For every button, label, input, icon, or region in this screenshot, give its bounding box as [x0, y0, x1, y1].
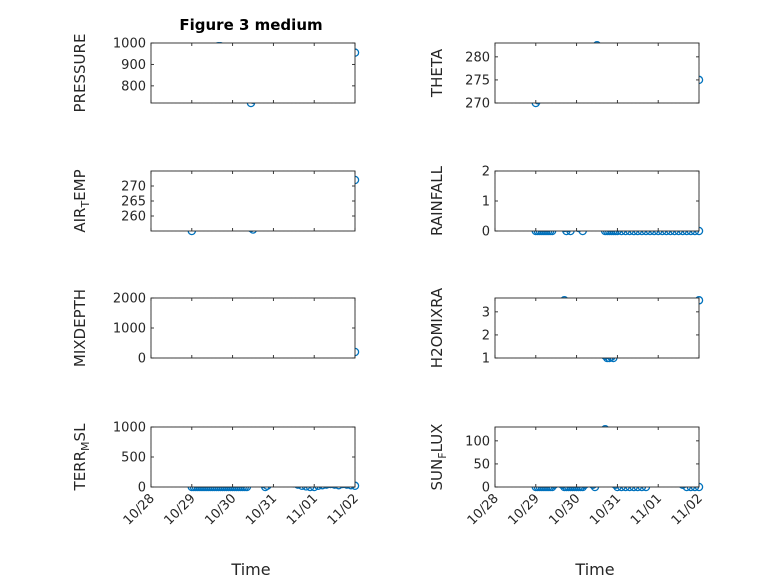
rainfall-ytick-label: 1 [482, 195, 490, 210]
pressure-ytick-label: 800 [121, 79, 146, 94]
terr-msl-axes-box [150, 426, 356, 488]
mixdepth-ytick-label: 2000 [113, 292, 146, 307]
mixdepth-ylabel: MIXDEPTH [71, 289, 89, 367]
terr-msl-ylabel: TERRMSL [71, 423, 92, 492]
air-temp-ytick-label: 260 [121, 210, 146, 225]
rainfall-ytick-label: 0 [482, 225, 490, 240]
theta-ytick-label: 280 [465, 50, 490, 65]
subplot-h2omixra: 1 2 3 H2OMIXRA [428, 287, 704, 368]
sun-flux-ylabel: SUNFLUX [428, 424, 449, 491]
air-temp-axes-box [150, 170, 356, 232]
h2omixra-ylabel: H2OMIXRA [428, 287, 446, 368]
x-axis-label-left: Time [230, 560, 270, 579]
mixdepth-axes-box [150, 297, 356, 359]
mixdepth-ytick-label: 1000 [113, 322, 146, 337]
pressure-ylabel: PRESSURE [71, 34, 89, 113]
subplot-theta: 270 275 280 THETA [428, 41, 704, 112]
x-axis-label-right: Time [574, 560, 614, 579]
theta-axes-box [494, 42, 700, 104]
air-temp-ylabel: AIRTEMP [71, 169, 92, 232]
h2omixra-ytick-label: 1 [482, 352, 490, 367]
air-temp-ytick-label: 265 [121, 195, 146, 210]
terr-msl-ytick-label: 1000 [113, 421, 146, 436]
h2omixra-ytick-label: 2 [482, 328, 490, 343]
rainfall-ytick-label: 2 [482, 165, 490, 180]
terr-msl-ytick-label: 500 [121, 451, 146, 466]
mixdepth-ytick-label: 0 [138, 352, 146, 367]
pressure-ytick-label: 900 [121, 58, 146, 73]
terr-msl-ytick-label: 0 [138, 481, 146, 496]
theta-ytick-label: 275 [465, 73, 490, 88]
subplot-pressure: 800 900 1000 PRESSURE [71, 34, 360, 113]
h2omixra-ytick-label: 3 [482, 305, 490, 320]
subplot-mixdepth: 0 1000 2000 MIXDEPTH [71, 289, 360, 367]
air-temp-ytick-label: 270 [121, 180, 146, 195]
subplot-rainfall: 0 1 2 RAINFALL [428, 165, 704, 240]
pressure-axes-box [150, 42, 356, 104]
pressure-ytick-label: 1000 [113, 37, 146, 52]
sun-flux-axes-box [494, 426, 700, 488]
theta-ytick-label: 270 [465, 97, 490, 112]
sun-flux-ytick-label: 100 [465, 434, 490, 449]
theta-ylabel: THETA [428, 48, 446, 98]
sun-flux-ytick-label: 0 [482, 481, 490, 496]
rainfall-ylabel: RAINFALL [428, 165, 446, 236]
rainfall-axes-box [494, 170, 700, 232]
h2omixra-axes-box [494, 297, 700, 359]
figure-title: Figure 3 medium [179, 16, 322, 34]
sun-flux-ytick-label: 50 [473, 457, 490, 472]
